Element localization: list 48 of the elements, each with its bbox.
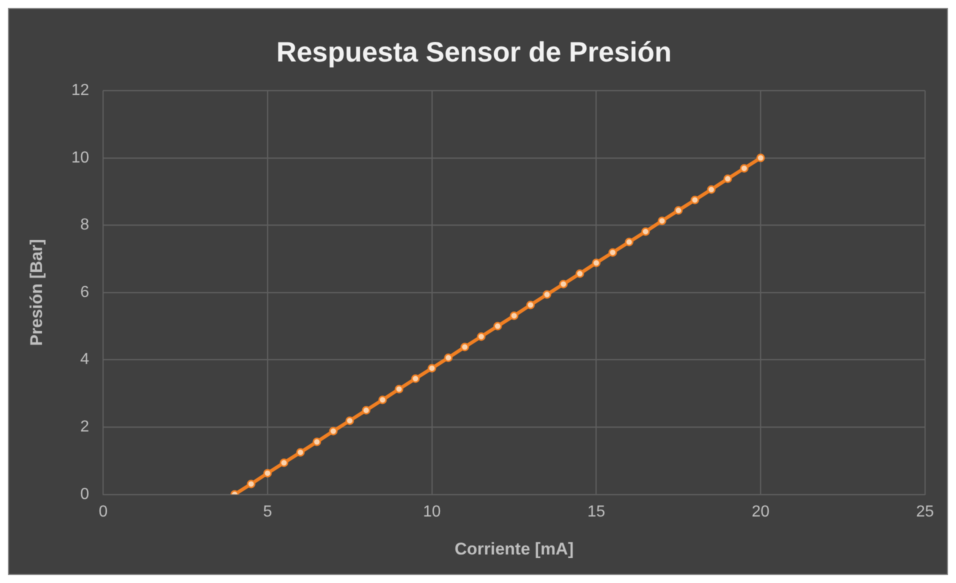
point [460,342,470,352]
x-tick-label: 25 [916,503,934,520]
point [690,196,700,204]
point [362,406,370,415]
point [280,458,288,468]
y-tick-label: 12 [71,82,90,100]
y-tick-label: 8 [80,216,90,234]
y-tick-label: 0 [80,486,90,503]
y-tick-label: 2 [80,418,90,436]
chart-title: Respuesta Sensor de Presión [276,36,672,68]
x-axis-title: Corriente [mA] [454,539,574,558]
point [526,300,535,310]
point [476,332,486,341]
y-tick-label: 10 [71,149,90,166]
point [740,164,748,173]
point [641,227,650,236]
y-tick-label: 4 [80,351,90,368]
x-tick-label: 15 [587,503,606,520]
point [444,354,453,362]
y-tick-label: 6 [80,284,90,301]
point [312,438,322,446]
point [246,480,256,488]
point [296,448,305,457]
point [428,364,436,372]
point [707,185,716,194]
x-tick-label: 20 [752,503,770,520]
point [493,322,502,330]
x-tick-label: 0 [98,503,108,520]
point [624,238,634,246]
point [576,269,584,278]
x-tick-label: 10 [423,503,441,520]
y-axis-title: Presión [Bar] [26,239,46,346]
point [378,396,387,404]
point [658,216,666,226]
point [394,384,404,394]
point [411,374,420,383]
point [592,258,601,268]
point [329,426,338,436]
point [510,311,518,320]
point [756,154,765,162]
point [263,468,272,478]
point [608,248,617,257]
point [674,206,683,215]
point [345,416,354,425]
point [559,280,568,288]
x-tick-label: 5 [263,503,272,520]
point [724,174,732,184]
point [542,290,552,299]
